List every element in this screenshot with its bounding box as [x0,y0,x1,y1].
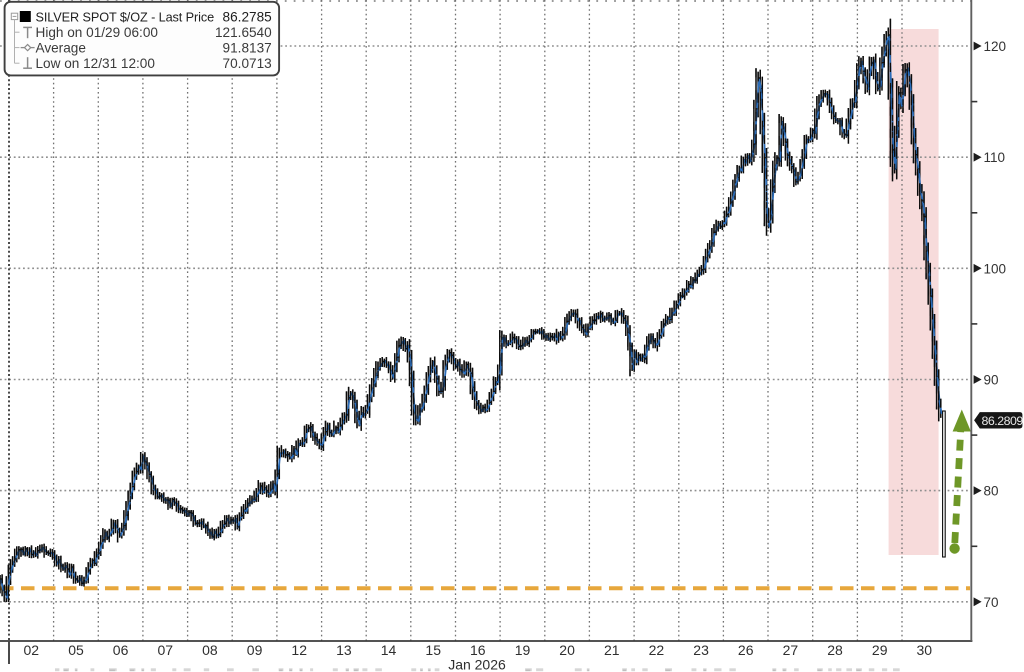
svg-text:12: 12 [291,642,307,658]
svg-text:16: 16 [470,642,486,658]
svg-text:02: 02 [24,642,40,658]
svg-text:29: 29 [872,642,888,658]
svg-text:05: 05 [68,642,84,658]
svg-text:70: 70 [984,595,999,610]
svg-text:70.0713: 70.0713 [223,56,272,71]
svg-text:30: 30 [917,642,933,658]
svg-text:120: 120 [984,39,1007,54]
svg-text:07: 07 [158,642,174,658]
svg-text:100: 100 [984,261,1007,276]
svg-text:06: 06 [113,642,129,658]
svg-text:SILVER SPOT $/OZ - Last Price: SILVER SPOT $/OZ - Last Price [36,10,215,24]
svg-text:91.8137: 91.8137 [223,40,272,55]
svg-text:15: 15 [425,642,441,658]
svg-text:13: 13 [336,642,352,658]
svg-text:Low on 12/31 12:00: Low on 12/31 12:00 [36,56,156,71]
svg-text:19: 19 [515,642,531,658]
svg-text:121.6540: 121.6540 [215,25,272,40]
svg-text:86.2809: 86.2809 [982,414,1024,428]
svg-text:09: 09 [247,642,263,658]
svg-text:80: 80 [984,484,999,499]
svg-text:20: 20 [559,642,575,658]
svg-text:Jan 2026: Jan 2026 [448,657,506,672]
svg-text:08: 08 [202,642,218,658]
svg-text:High on 01/29 06:00: High on 01/29 06:00 [36,25,159,40]
svg-text:23: 23 [693,642,709,658]
svg-text:90: 90 [984,373,999,388]
svg-text:14: 14 [381,642,397,658]
svg-text:86.2785: 86.2785 [223,9,272,24]
svg-text:26: 26 [738,642,754,658]
svg-text:Average: Average [36,40,86,55]
svg-text:27: 27 [783,642,799,658]
svg-text:21: 21 [604,642,620,658]
svg-text:110: 110 [984,150,1006,165]
svg-text:28: 28 [827,642,843,658]
svg-text:22: 22 [649,642,665,658]
